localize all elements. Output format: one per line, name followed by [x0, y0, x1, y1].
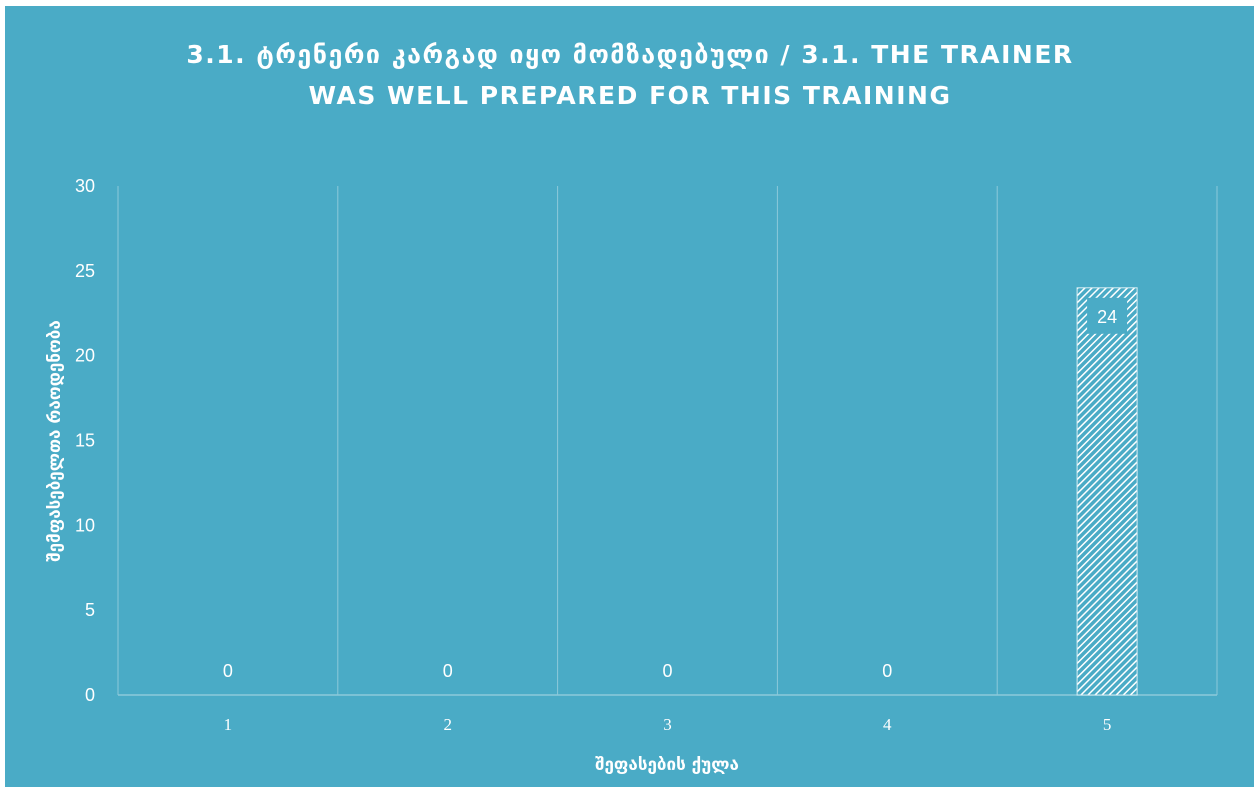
chart-title: 3.1. ტრენერი კარგად იყო მომზადებული / 3.…	[186, 40, 1074, 110]
x-tick-label: 5	[1103, 715, 1112, 734]
data-label: 0	[223, 661, 233, 681]
y-tick-label: 20	[75, 346, 95, 366]
data-labels: 0 0 0 0 24	[223, 297, 1128, 681]
x-tick-label: 1	[224, 715, 233, 734]
y-axis-title: შემფასებელთა რაოდენობა	[45, 320, 65, 562]
x-tick-label: 2	[443, 715, 452, 734]
data-label-box	[1087, 297, 1128, 334]
y-tick-label: 25	[75, 261, 95, 281]
y-tick-label: 5	[85, 600, 95, 620]
bar	[1076, 287, 1138, 696]
y-tick-label: 15	[75, 431, 95, 451]
y-tick-label: 30	[75, 176, 95, 196]
data-label: 0	[443, 661, 453, 681]
data-label: 0	[662, 661, 672, 681]
data-label: 0	[882, 661, 892, 681]
data-label: 24	[1097, 307, 1117, 327]
x-axis-title: შეფასების ქულა	[595, 755, 739, 775]
y-tick-label: 10	[75, 515, 95, 535]
x-tick-label: 3	[663, 715, 672, 734]
tick-labels: 0 5 10 15 20 25 30 1 2 3 4 5	[75, 176, 1111, 734]
chart-background	[5, 6, 1254, 787]
y-tick-label: 0	[85, 685, 95, 705]
x-tick-label: 4	[883, 715, 892, 734]
grid-lines	[117, 186, 1218, 696]
bars	[1076, 287, 1138, 696]
